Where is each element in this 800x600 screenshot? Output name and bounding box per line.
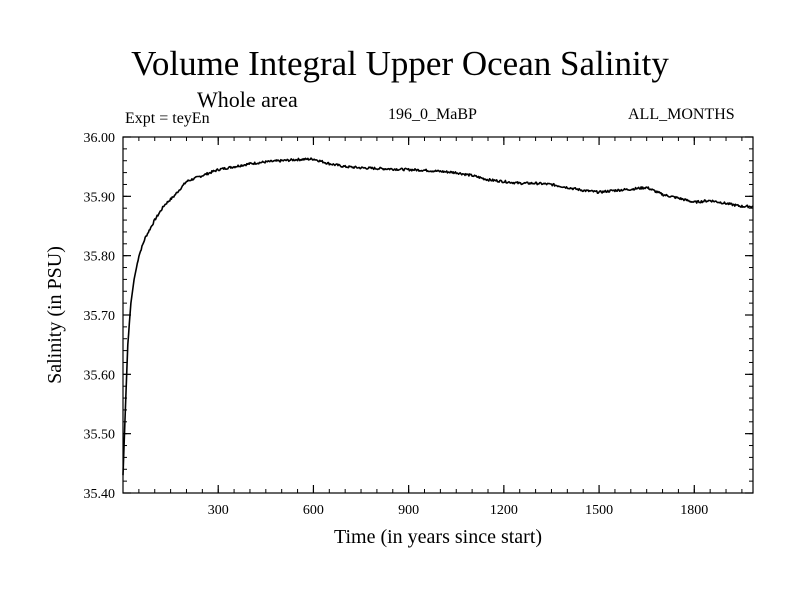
series-layer bbox=[122, 157, 754, 476]
y-tick-label: 35.40 bbox=[84, 487, 116, 502]
series-line bbox=[122, 157, 754, 476]
major-ticks bbox=[123, 136, 753, 494]
minor-ticks bbox=[123, 137, 753, 493]
chart-title: Volume Integral Upper Ocean Salinity bbox=[131, 44, 669, 83]
y-tick-label: 36.00 bbox=[84, 131, 116, 146]
x-tick-label: 1800 bbox=[680, 503, 708, 518]
plot-frame bbox=[122, 136, 754, 494]
y-tick-label: 35.60 bbox=[84, 368, 116, 383]
x-tick-label: 600 bbox=[303, 503, 324, 518]
y-tick-label: 35.80 bbox=[84, 250, 116, 265]
y-axis-label: Salinity (in PSU) bbox=[44, 246, 66, 384]
x-tick-label: 900 bbox=[398, 503, 419, 518]
tick-labels: 300 600 900 1200 1500 1800 35.40 35.50 35.60 35.7… bbox=[84, 131, 709, 518]
y-tick-label: 35.90 bbox=[84, 190, 116, 205]
x-tick-label: 1200 bbox=[490, 503, 518, 518]
experiment-annotation: Expt = teyEn bbox=[125, 110, 210, 127]
x-tick-label: 1500 bbox=[585, 503, 613, 518]
run-annotation: 196_0_MaBP bbox=[388, 106, 477, 123]
x-axis-label: Time (in years since start) bbox=[334, 526, 542, 548]
y-tick-label: 35.50 bbox=[84, 428, 116, 443]
chart-subtitle: Whole area bbox=[197, 87, 298, 112]
x-tick-label: 300 bbox=[208, 503, 229, 518]
y-tick-label: 35.70 bbox=[84, 309, 116, 324]
period-annotation: ALL_MONTHS bbox=[628, 106, 735, 123]
